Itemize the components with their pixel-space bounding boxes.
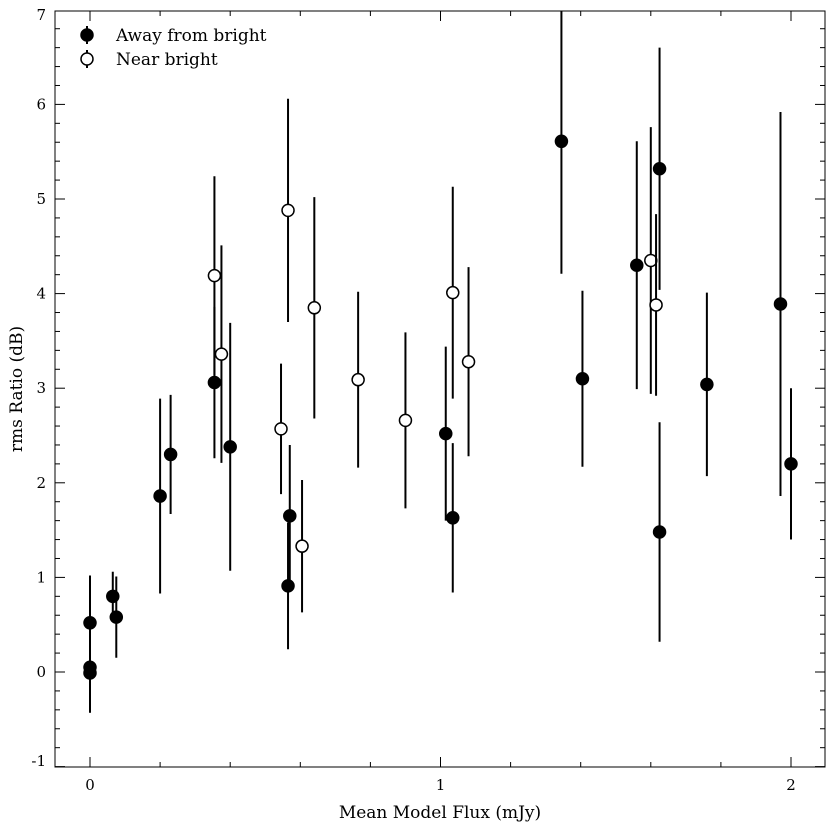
data-point-open [281, 203, 295, 218]
y-tick-label: 2 [36, 474, 46, 492]
x-tick-label: 2 [786, 776, 796, 794]
y-tick-label: 5 [36, 190, 46, 208]
axis-ticks [55, 11, 825, 768]
series-away-from-bright [83, 11, 798, 713]
data-point-open [446, 285, 460, 300]
data-point-open [207, 268, 222, 283]
data-point-filled [773, 297, 788, 311]
x-axis-title: Mean Model Flux (mJy) [339, 803, 541, 823]
data-point-open [307, 301, 322, 315]
data-point-filled [207, 375, 222, 390]
legend-away-marker [80, 28, 94, 42]
data-point-filled [575, 371, 590, 386]
data-point-filled [283, 509, 297, 523]
data-point-filled [652, 525, 667, 539]
data-point-filled [439, 426, 453, 441]
data-point-filled [281, 579, 295, 593]
legend: Away from bright Near bright [80, 26, 267, 70]
data-points [83, 11, 798, 713]
tick-labels: 0 1 2 -1 0 1 2 3 4 5 6 7 [31, 6, 795, 794]
data-point-filled [700, 377, 714, 392]
y-tick-label: 3 [36, 379, 46, 397]
y-tick-label: -1 [31, 752, 46, 770]
legend-near-label: Near bright [116, 50, 218, 70]
y-axis-title: rms Ratio (dB) [7, 326, 27, 452]
series-near-bright [207, 98, 663, 613]
y-tick-label: 1 [36, 568, 46, 586]
data-point-filled [652, 161, 667, 176]
x-tick-label: 1 [436, 776, 446, 794]
data-point-open [214, 347, 229, 361]
y-tick-label: 0 [36, 663, 46, 681]
legend-near-marker [80, 52, 94, 66]
data-point-open [461, 354, 476, 369]
data-point-filled [223, 440, 237, 454]
y-tick-label: 4 [36, 285, 46, 303]
data-point-open [295, 539, 309, 553]
data-point-filled [83, 666, 97, 680]
data-point-open [649, 298, 663, 312]
data-point-open [351, 372, 365, 387]
data-point-filled [446, 511, 460, 525]
data-point-open [274, 422, 288, 436]
legend-away-label: Away from bright [115, 26, 267, 46]
data-point-open [398, 413, 413, 428]
x-tick-label: 0 [85, 776, 95, 794]
data-point-filled [109, 610, 124, 624]
data-point-filled [630, 258, 644, 272]
y-tick-label: 6 [36, 95, 46, 113]
data-point-open [644, 253, 658, 268]
y-tick-label: 7 [36, 6, 46, 24]
data-point-filled [163, 447, 178, 462]
data-point-filled [554, 134, 569, 149]
data-point-filled [153, 489, 167, 503]
data-point-filled [784, 457, 798, 471]
